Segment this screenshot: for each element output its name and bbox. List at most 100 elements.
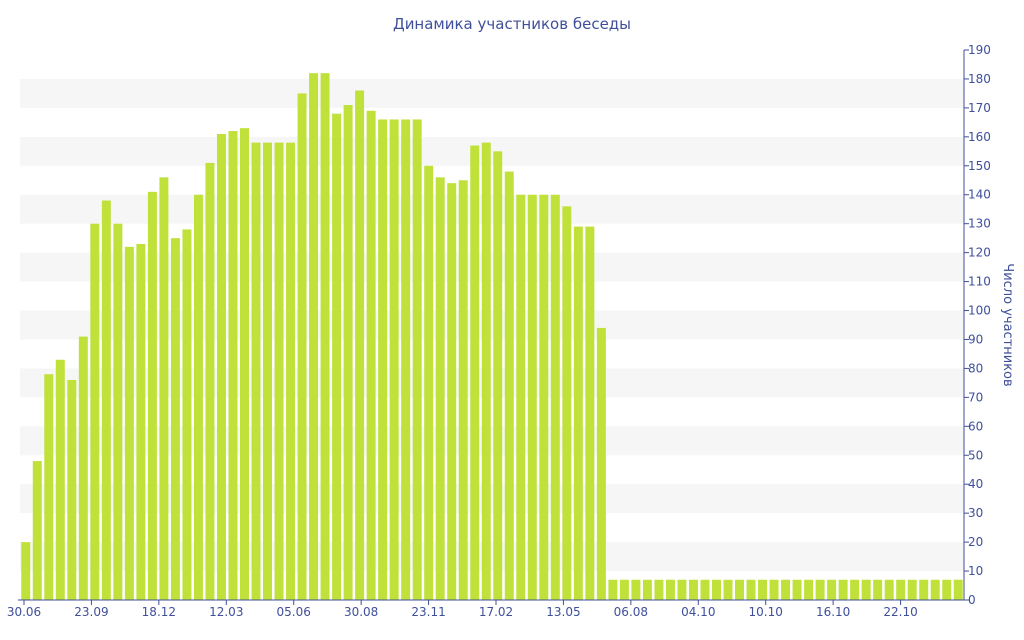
bar bbox=[159, 177, 169, 600]
bar bbox=[861, 579, 871, 600]
bar bbox=[343, 105, 353, 600]
y-tick-label: 190 bbox=[968, 43, 991, 57]
bar bbox=[953, 579, 963, 600]
x-tick-label: 30.08 bbox=[344, 605, 378, 619]
bar bbox=[251, 142, 261, 600]
x-tick-label: 23.11 bbox=[411, 605, 445, 619]
bar bbox=[792, 579, 802, 600]
bar bbox=[758, 579, 768, 600]
x-tick-label: 30.06 bbox=[7, 605, 41, 619]
x-tick-label: 18.12 bbox=[142, 605, 176, 619]
bar bbox=[942, 579, 952, 600]
x-tick-label: 05.06 bbox=[277, 605, 311, 619]
y-tick-label: 150 bbox=[968, 159, 991, 173]
bar bbox=[67, 380, 77, 600]
bar bbox=[735, 579, 744, 600]
bar bbox=[205, 162, 215, 600]
bar bbox=[21, 542, 31, 600]
bar bbox=[619, 579, 629, 600]
bar bbox=[585, 226, 595, 600]
bar bbox=[481, 142, 491, 600]
bar bbox=[723, 579, 733, 600]
grid-band bbox=[20, 78, 964, 108]
bar bbox=[642, 579, 652, 600]
bar bbox=[78, 336, 88, 600]
x-tick-label: 04.10 bbox=[681, 605, 715, 619]
x-tick-label: 13.05 bbox=[546, 605, 580, 619]
bar bbox=[688, 579, 698, 600]
bar bbox=[781, 579, 791, 600]
bar bbox=[32, 461, 42, 600]
bar bbox=[769, 579, 779, 600]
x-tick-label: 10.10 bbox=[749, 605, 783, 619]
y-tick-label: 100 bbox=[968, 304, 991, 318]
x-tick-label: 12.03 bbox=[209, 605, 243, 619]
bar bbox=[562, 206, 572, 600]
bar bbox=[815, 579, 825, 600]
bar bbox=[228, 131, 238, 601]
bar bbox=[596, 327, 606, 600]
grid-band bbox=[20, 136, 964, 166]
bar bbox=[193, 194, 203, 601]
y-tick-label: 180 bbox=[968, 72, 991, 86]
x-tick-label: 22.10 bbox=[883, 605, 917, 619]
bar bbox=[746, 579, 756, 600]
bar bbox=[389, 119, 399, 600]
bar bbox=[113, 223, 123, 600]
bar bbox=[412, 119, 422, 600]
x-axis: 30.06 23.09 18.12 12.03 05.06 30.08 23.11 17.02… bbox=[7, 599, 964, 619]
bar bbox=[332, 113, 342, 601]
bar bbox=[677, 579, 687, 600]
bar bbox=[907, 579, 917, 600]
grid-band bbox=[20, 194, 964, 224]
bar bbox=[182, 229, 192, 600]
bar bbox=[873, 579, 883, 600]
bars bbox=[21, 73, 963, 601]
bar bbox=[435, 177, 445, 600]
y-tick-label: 120 bbox=[968, 246, 991, 260]
bar bbox=[665, 579, 675, 600]
bar bbox=[447, 183, 457, 600]
y-tick-label: 130 bbox=[968, 217, 991, 231]
bar bbox=[550, 194, 560, 601]
bar bbox=[470, 145, 480, 600]
bar bbox=[631, 579, 641, 600]
bar bbox=[136, 243, 146, 600]
y-tick-label: 160 bbox=[968, 130, 991, 144]
bar bbox=[320, 73, 330, 600]
bar bbox=[539, 194, 549, 601]
bar bbox=[700, 579, 710, 600]
bar bbox=[527, 194, 537, 601]
y-axis: 0 10 20 30 40 50 60 70 80 90 100 110 120 130 140 150 160… bbox=[963, 43, 991, 607]
x-tick-label: 06.08 bbox=[614, 605, 648, 619]
y-tick-label: 70 bbox=[968, 390, 983, 404]
x-tick-label: 17.02 bbox=[479, 605, 513, 619]
bar bbox=[378, 119, 388, 600]
bar bbox=[124, 246, 134, 600]
y-tick-label: 80 bbox=[968, 361, 983, 375]
bar bbox=[712, 579, 721, 600]
bar bbox=[263, 142, 272, 600]
y-tick-label: 0 bbox=[968, 593, 976, 607]
bar bbox=[919, 579, 929, 600]
bar bbox=[654, 579, 664, 600]
y-tick-label: 90 bbox=[968, 332, 983, 346]
bar bbox=[608, 579, 618, 600]
bar bbox=[55, 359, 65, 600]
y-tick-label: 110 bbox=[968, 275, 991, 289]
bar bbox=[424, 165, 434, 601]
bar bbox=[274, 142, 284, 600]
bar bbox=[838, 579, 848, 600]
bar bbox=[573, 226, 583, 600]
x-tick-label: 16.10 bbox=[816, 605, 850, 619]
y-axis-label: Число участников bbox=[1000, 263, 1015, 386]
bar bbox=[850, 579, 860, 600]
y-tick-label: 170 bbox=[968, 101, 991, 115]
bar bbox=[170, 238, 180, 600]
bar bbox=[309, 73, 319, 600]
bar bbox=[493, 151, 503, 600]
bar bbox=[240, 128, 249, 600]
bar bbox=[90, 223, 100, 600]
